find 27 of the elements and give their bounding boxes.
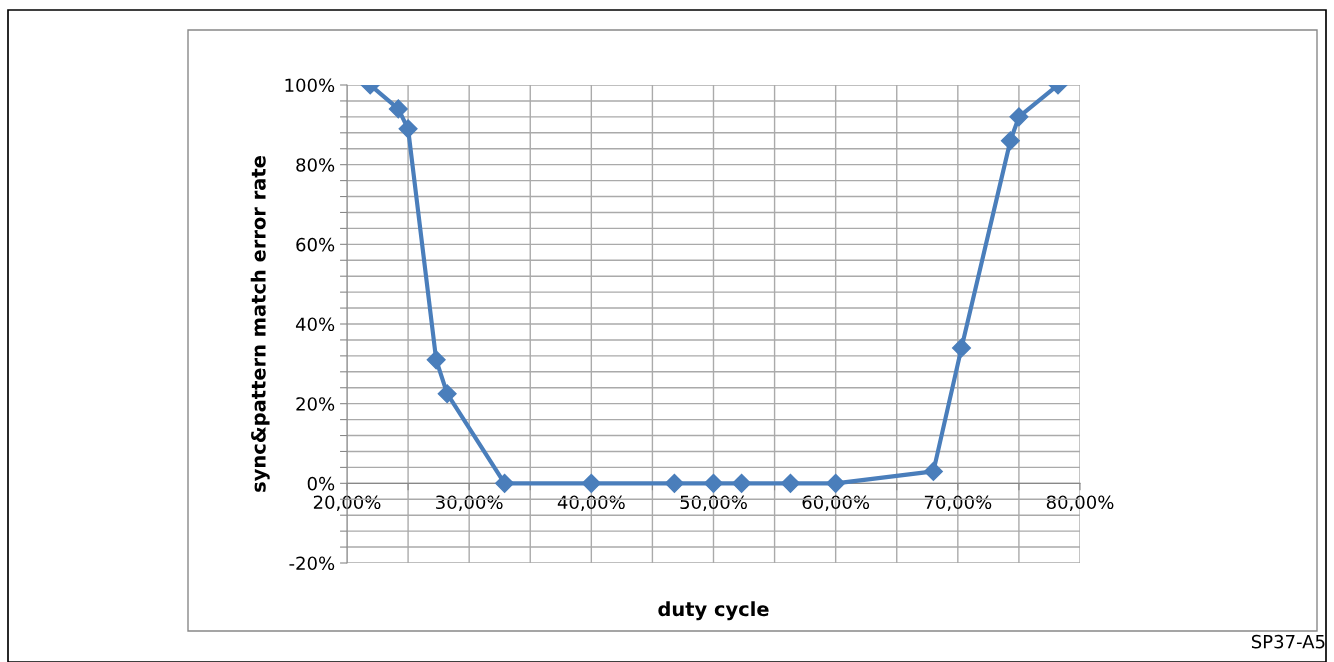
point	[581, 473, 601, 493]
point	[703, 473, 724, 493]
point	[923, 461, 943, 481]
point	[732, 473, 752, 493]
y-tick-label: 100%	[285, 78, 335, 93]
y-axis-title: sync&pattern match error rate	[250, 156, 270, 492]
y-tick-label: 0%	[307, 476, 335, 491]
point	[951, 338, 972, 358]
point	[495, 473, 515, 493]
y-tick-label: 80%	[296, 158, 335, 172]
point	[664, 473, 684, 493]
point	[437, 384, 457, 404]
point	[1000, 131, 1020, 151]
point	[1009, 107, 1029, 127]
x-tick-label: 80,00%	[1046, 495, 1114, 511]
x-axis-title: duty cycle	[658, 601, 769, 621]
point	[780, 473, 800, 493]
y-tick-label: 40%	[295, 317, 335, 332]
y-tick-label: 20%	[296, 397, 335, 411]
point	[426, 350, 446, 370]
text: SP37-A5	[1251, 634, 1325, 649]
y-tick-label: -20%	[289, 556, 335, 571]
y-tick-label: 60%	[296, 237, 335, 252]
point	[388, 99, 408, 119]
point	[398, 119, 418, 139]
x-tick-label: 20,00%	[313, 495, 381, 511]
point	[826, 473, 846, 493]
